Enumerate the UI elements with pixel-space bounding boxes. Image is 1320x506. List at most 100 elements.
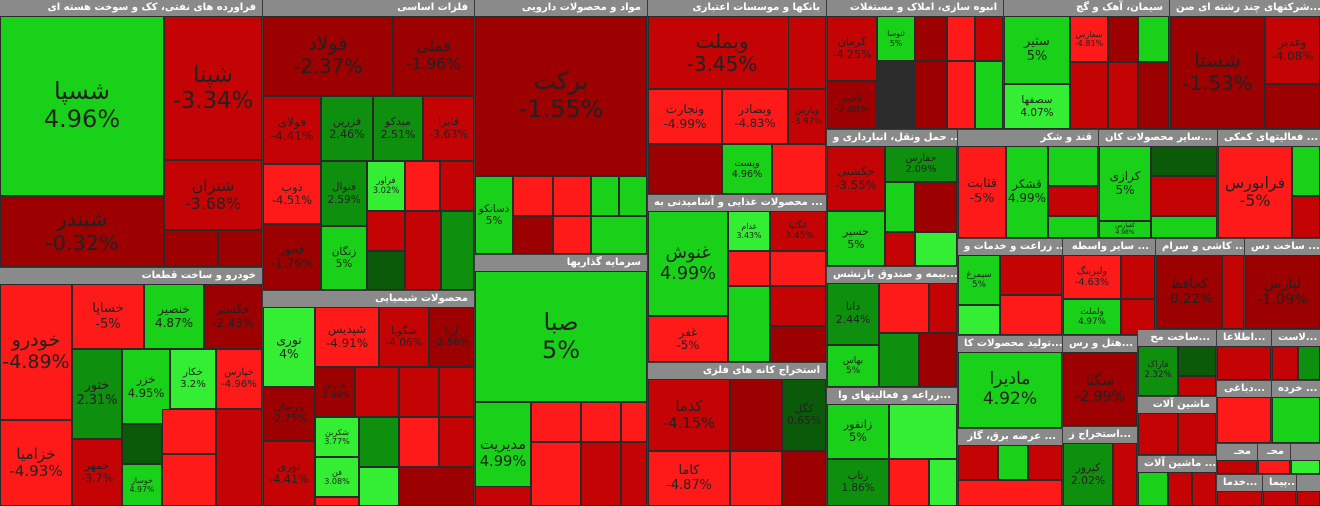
stock-tile[interactable] xyxy=(439,417,474,467)
stock-tile[interactable] xyxy=(513,216,553,254)
sector-s25[interactable]: اطلاعا... xyxy=(1217,330,1271,380)
stock-tile[interactable] xyxy=(1000,255,1062,295)
stock-tile[interactable] xyxy=(1265,84,1320,129)
sector-s23[interactable]: هتل و رس... سگتا -2.99% xyxy=(1063,336,1137,426)
sector-s30[interactable]: ماشین آلات xyxy=(1138,397,1216,455)
sector-s10[interactable]: انبوه سازی، املاک و مستغلات کرمان -4.25% ثن… xyxy=(827,0,1003,129)
stock-tile[interactable]: خکار 3.2% xyxy=(170,349,216,409)
stock-tile[interactable] xyxy=(958,445,998,480)
stock-tile[interactable]: غفر -5% xyxy=(648,316,728,362)
stock-tile[interactable] xyxy=(621,402,647,442)
stock-tile[interactable]: فملی -1.96% xyxy=(393,16,474,96)
stock-tile[interactable] xyxy=(367,211,405,251)
stock-tile[interactable] xyxy=(1292,196,1320,238)
stock-tile[interactable] xyxy=(355,367,399,417)
stock-tile[interactable] xyxy=(889,459,929,506)
stock-tile[interactable] xyxy=(399,417,439,467)
stock-tile[interactable]: ذوب -4.51% xyxy=(263,164,321,224)
stock-tile[interactable]: سفارس -4.81% xyxy=(1070,16,1108,62)
stock-tile[interactable]: برکت -1.55% xyxy=(475,16,647,176)
stock-tile[interactable] xyxy=(1108,16,1138,62)
sector-s6[interactable]: سرمایه گذاریها صبا 5% مدیریت 4.99% xyxy=(475,255,647,506)
sector-s21[interactable]: ساخت دس ... لپارس -1.09% xyxy=(1245,239,1320,329)
stock-tile[interactable] xyxy=(1138,413,1178,455)
stock-tile[interactable]: غنوش 4.99% xyxy=(648,211,728,316)
sector-s39[interactable] xyxy=(1297,475,1320,506)
stock-tile[interactable]: کپرور 2.02% xyxy=(1063,443,1113,506)
stock-tile[interactable] xyxy=(730,451,782,506)
stock-tile[interactable] xyxy=(591,216,647,254)
stock-tile[interactable] xyxy=(1258,460,1290,474)
sector-s12[interactable]: شرکتهای چند رشته ای صن... شستا -1.53% وغدیر… xyxy=(1170,0,1320,129)
stock-tile[interactable]: خوساز 4.97% xyxy=(122,464,162,506)
stock-tile[interactable]: شگویا -4.06% xyxy=(379,307,429,367)
stock-tile[interactable]: رتاپ 1.86% xyxy=(827,459,889,506)
stock-tile[interactable]: شبندر -0.32% xyxy=(0,196,164,267)
stock-tile[interactable]: خنصیر 4.87% xyxy=(144,284,204,349)
stock-tile[interactable] xyxy=(440,161,474,211)
sector-s27[interactable]: زراعه و فعالیتهای وا... زانفور 5% رتاپ 1.86% xyxy=(827,388,957,506)
stock-tile[interactable] xyxy=(1217,346,1271,380)
stock-tile[interactable]: شاوان -2.49% xyxy=(315,367,355,417)
sector-s20[interactable]: کاشی و سرام ...کحافظ-0.22% xyxy=(1156,239,1244,329)
stock-tile[interactable]: آریا -2.56% xyxy=(429,307,474,367)
stock-tile[interactable]: حسیر 5% xyxy=(827,211,885,266)
stock-tile[interactable] xyxy=(1151,216,1217,238)
stock-tile[interactable] xyxy=(359,467,399,506)
stock-tile[interactable]: فولاد -2.37% xyxy=(263,16,393,96)
sector-s1[interactable]: فراورده های نفتی، کک و سوخت هسته ای شسپا 4… xyxy=(0,0,262,267)
stock-tile[interactable]: فولای -4.41% xyxy=(263,96,321,164)
stock-tile[interactable] xyxy=(879,283,929,333)
stock-tile[interactable]: خودرو -4.89% xyxy=(0,284,72,420)
stock-tile[interactable]: میدکو 2.51% xyxy=(373,96,423,161)
stock-tile[interactable]: پارسان -2.75% xyxy=(263,387,315,441)
stock-tile[interactable] xyxy=(947,16,975,61)
sector-s15[interactable]: سایر محصولات کان... کرازی 5% کفپارس 4.98% xyxy=(1099,130,1217,238)
sector-s36[interactable] xyxy=(1291,444,1320,474)
stock-tile[interactable] xyxy=(1217,397,1271,443)
stock-tile[interactable] xyxy=(216,409,262,506)
stock-tile[interactable]: وبصادر -4.83% xyxy=(722,89,788,144)
stock-tile[interactable] xyxy=(1168,472,1192,506)
stock-tile[interactable] xyxy=(1272,346,1298,380)
sector-s19[interactable]: سایر واسطه ... ولیزینگ -4.63% ولملت 4.97% xyxy=(1063,239,1155,335)
stock-tile[interactable] xyxy=(513,176,553,216)
stock-tile[interactable]: وبملت -3.45% xyxy=(648,16,796,89)
stock-tile[interactable] xyxy=(929,459,957,506)
sector-s29[interactable]: استخراج ز... کپرور 2.02% xyxy=(1063,427,1137,506)
stock-tile[interactable] xyxy=(1291,460,1320,474)
stock-tile[interactable]: فن 3.08% xyxy=(315,457,359,497)
stock-tile[interactable] xyxy=(553,216,591,254)
stock-tile[interactable] xyxy=(929,283,957,333)
stock-tile[interactable] xyxy=(405,161,440,211)
stock-tile[interactable]: ولیزینگ -4.63% xyxy=(1063,255,1121,299)
stock-tile[interactable] xyxy=(1138,62,1169,129)
sector-s38[interactable]: پیما... xyxy=(1263,475,1296,506)
stock-tile[interactable] xyxy=(122,424,162,464)
stock-tile[interactable]: خساپا -5% xyxy=(72,284,144,349)
stock-tile[interactable] xyxy=(1178,413,1216,455)
stock-tile[interactable]: وپارس -3.97% xyxy=(788,89,826,144)
stock-tile[interactable] xyxy=(975,16,1003,61)
sector-s22[interactable]: تولید محصولات کا... مادیرا 4.92% xyxy=(958,336,1062,428)
stock-tile[interactable] xyxy=(367,251,405,290)
stock-tile[interactable]: ثنوسا 5% xyxy=(877,16,915,61)
sector-s11[interactable]: سیمان، آهک و گچ ستیر 5% سصفها 4.07% سفارس -4.8… xyxy=(1004,0,1169,129)
stock-tile[interactable]: دسانکو 5% xyxy=(475,176,513,254)
stock-tile[interactable]: قثابت -5% xyxy=(958,146,1006,238)
stock-tile[interactable]: شسپا 4.96% xyxy=(0,16,164,196)
stock-tile[interactable] xyxy=(770,251,826,286)
sector-s13[interactable]: حمل ونقل، انبارداری و ...حکشتی-3.55%حفار… xyxy=(827,130,957,266)
stock-tile[interactable]: خپارس -4.96% xyxy=(216,349,262,409)
stock-tile[interactable] xyxy=(947,61,975,129)
stock-tile[interactable]: شتران -3.68% xyxy=(164,160,262,230)
stock-tile[interactable] xyxy=(621,442,647,506)
stock-tile[interactable] xyxy=(218,230,262,267)
stock-tile[interactable] xyxy=(648,144,722,194)
stock-tile[interactable] xyxy=(915,182,957,232)
stock-tile[interactable] xyxy=(889,404,957,459)
stock-tile[interactable] xyxy=(399,367,439,417)
stock-tile[interactable] xyxy=(441,211,474,290)
stock-tile[interactable] xyxy=(1151,146,1217,176)
stock-tile[interactable]: ولملت 4.97% xyxy=(1063,299,1121,335)
